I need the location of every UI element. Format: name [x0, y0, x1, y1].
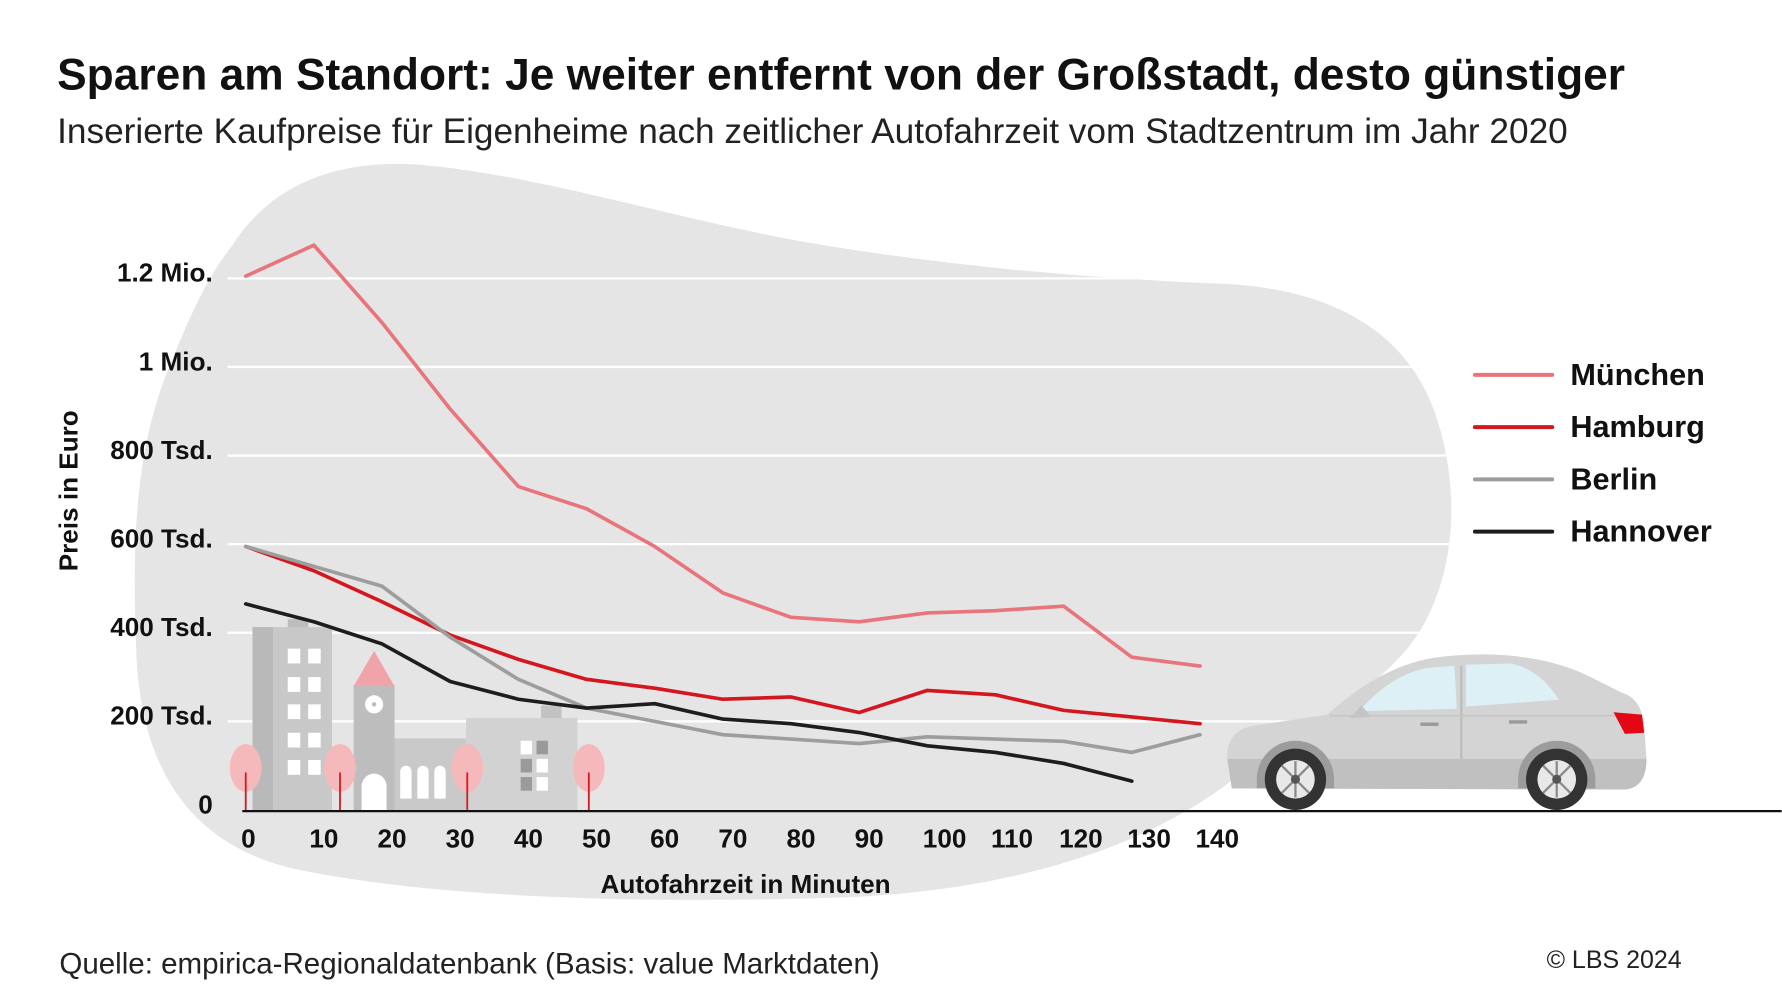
x-tick-label: 30 — [446, 823, 475, 853]
car-wheel-rear — [1526, 748, 1588, 811]
y-tick-label: 1.2 Mio. — [117, 258, 213, 288]
city-illustration — [229, 619, 605, 812]
office-building-icon — [466, 705, 578, 812]
background-blob — [134, 163, 1452, 900]
series-line-hannover — [243, 602, 1134, 783]
x-tick-label: 130 — [1127, 823, 1171, 853]
x-tick-label: 0 — [241, 823, 256, 853]
legend-item-hamburg: Hamburg — [1472, 410, 1705, 444]
y-tick-label: 1 Mio. — [139, 346, 213, 376]
y-tick-labels: 0 200 Tsd. 400 Tsd. 600 Tsd. 800 Tsd. 1 Mio. 1… — [110, 258, 213, 820]
series-line-muenchen — [243, 243, 1202, 668]
legend: München Hamburg Berlin Hannover — [1472, 358, 1712, 549]
x-tick-label: 120 — [1059, 823, 1103, 853]
legend-item-berlin: Berlin — [1472, 462, 1657, 496]
y-axis-title: Preis in Euro — [54, 410, 84, 571]
tree-icon — [229, 744, 262, 812]
chart-title: Sparen am Standort: Je weiter entfernt v… — [57, 51, 1625, 100]
trees — [229, 744, 605, 812]
x-tick-label: 90 — [855, 823, 884, 853]
x-tick-label: 100 — [923, 823, 967, 853]
y-tick-label: 0 — [198, 789, 213, 819]
x-tick-label: 60 — [650, 823, 679, 853]
car-icon — [1227, 654, 1647, 811]
x-tick-label: 50 — [582, 823, 611, 853]
chart-subtitle: Inserierte Kaufpreise für Eigenheime nac… — [57, 112, 1568, 151]
y-tick-label: 800 Tsd. — [110, 435, 213, 465]
x-axis-title: Autofahrzeit in Minuten — [601, 869, 891, 899]
legend-label: Berlin — [1570, 462, 1657, 496]
x-tick-label: 80 — [786, 823, 815, 853]
x-tick-label: 40 — [514, 823, 543, 853]
tall-building-icon — [252, 619, 333, 812]
x-tick-label: 110 — [991, 823, 1033, 853]
car-wheel-front — [1264, 748, 1327, 811]
y-tick-label: 600 Tsd. — [110, 523, 213, 553]
copyright-note: © LBS 2024 — [1547, 946, 1682, 974]
series-line-berlin — [243, 544, 1202, 755]
series-lines — [243, 243, 1202, 783]
x-tick-label: 140 — [1195, 823, 1239, 853]
source-note: Quelle: empirica-Regionaldatenbank (Basi… — [59, 948, 879, 981]
series-line-hamburg — [243, 544, 1202, 726]
x-tick-label: 10 — [309, 823, 338, 853]
x-tick-label: 20 — [378, 823, 407, 853]
gridlines — [227, 277, 1452, 723]
legend-item-hannover: Hannover — [1472, 515, 1712, 549]
legend-item-muenchen: München — [1472, 358, 1705, 392]
y-tick-label: 200 Tsd. — [110, 701, 213, 731]
tree-icon — [451, 744, 484, 812]
y-tick-label: 400 Tsd. — [110, 612, 213, 642]
legend-label: München — [1570, 358, 1705, 392]
legend-label: Hamburg — [1570, 410, 1705, 444]
tree-icon — [572, 744, 605, 812]
tree-icon — [324, 744, 356, 812]
x-tick-labels: 0 10 20 30 40 50 60 70 80 90 100 110 120 130 140 — [241, 823, 1239, 853]
x-tick-label: 70 — [718, 823, 747, 853]
legend-label: Hannover — [1570, 515, 1711, 549]
